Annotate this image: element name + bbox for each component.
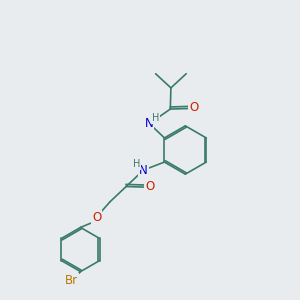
- Text: O: O: [145, 180, 154, 193]
- Text: O: O: [92, 211, 101, 224]
- Text: Br: Br: [65, 274, 78, 287]
- Text: O: O: [189, 101, 199, 114]
- Text: N: N: [145, 117, 154, 130]
- Text: H: H: [152, 113, 159, 123]
- Text: N: N: [139, 164, 148, 177]
- Text: H: H: [133, 159, 140, 170]
